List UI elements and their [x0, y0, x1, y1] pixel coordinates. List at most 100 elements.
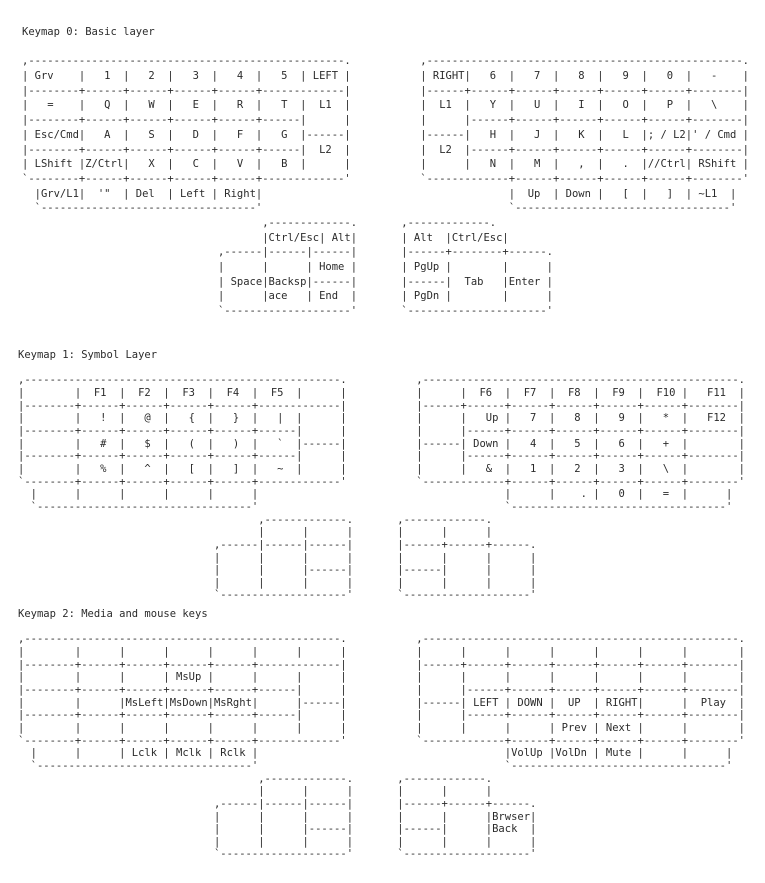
keyboard-left-half-line: |--------+------+------+------+------+--… [22, 114, 351, 127]
keyboard-left-half-line: |--------+------+------+------+------+--… [18, 709, 347, 722]
keyboard-left-half-line: | | % | ^ | [ | ] | ~ | | [18, 462, 347, 475]
keymap-title: Keymap 1: Symbol Layer [18, 349, 158, 361]
keyboard-row: |--------+------+------+------+------+--… [18, 425, 745, 438]
keyboard-left-half-line: ,---------------------------------------… [22, 55, 351, 68]
keyboard-right-half-line: | |------+------+------+------+------+--… [416, 683, 745, 696]
thumb-cluster-row: `--------------------' `-----------------… [18, 848, 536, 861]
keyboard-row: |--------+------+------+------+------+--… [18, 684, 745, 697]
keyboard-left-half-line: |--------+------+------+------+------+--… [22, 143, 351, 156]
thumb-cluster-row: ,------|------|------| |------+--------+-… [22, 245, 553, 260]
keyboard-left-half-line: | Grv | 1 | 2 | 3 | 4 | 5 | LEFT | [22, 70, 351, 83]
thumb-cluster-left-half-line: ,------|------|------| [213, 797, 354, 810]
keyboard-left-half-line: | | ! | @ | { | } | | | | [18, 412, 347, 425]
thumb-cluster-row: `--------------------' `-----------------… [18, 589, 536, 602]
thumb-cluster-row: | | | | | | [18, 785, 492, 798]
keyboard-left-half-line: |--------+------+------+------+------+--… [22, 84, 351, 97]
keyboard-left-half-line: | Esc/Cmd| A | S | D | F | G |------| [22, 128, 351, 141]
keymap-1-section: Keymap 1: Symbol Layer ,-----------------… [18, 349, 745, 602]
spacer [18, 621, 208, 634]
thumb-cluster-left-half-line: ,-------------. [213, 772, 354, 785]
thumb-cluster-left-half-line: | | |------| [213, 823, 354, 836]
keymap-0-section: Keymap 0: Basic layer ,------------------… [22, 25, 749, 319]
thumb-cluster-row: ,------|------|------| |------+------+---… [18, 798, 536, 811]
keyboard-left-half-line: | | # | $ | ( | ) | ` |------| [18, 437, 347, 450]
keyboard-right-half-line: | Up | Down | [ | ] | ~L1 | [420, 187, 737, 200]
keyboard-row: | | | | | | | | . | 0 | = | | [18, 488, 733, 501]
keyboard-right-half-line: | | F6 | F7 | F8 | F9 | F10 | F11 | [416, 386, 745, 399]
keyboard-row: | | |MsLeft|MsDown|MsRght| |------| |----… [18, 697, 745, 710]
keyboard-right-half-line: | L2 |------+------+------+------+------… [420, 143, 749, 156]
keyboard-row: `----------------------------------' `--… [18, 760, 733, 773]
keyboard-left-half-line: `----------------------------------' [22, 202, 263, 215]
thumb-cluster-left-half-line: ,------|------|------| [217, 246, 358, 259]
keyboard-left-half-line: |--------+------+------+------+------+--… [18, 424, 347, 437]
keyboard-right-half-line: `-------------+------+------+------+----… [420, 172, 749, 185]
thumb-cluster-row: | | | | | | | | [18, 577, 536, 590]
keyboard-row: | Grv | 1 | 2 | 3 | 4 | 5 | LEFT | | RIGH… [22, 69, 749, 84]
keyboard-right-half-line: | |------+------+------+------+------+--… [420, 114, 749, 127]
thumb-cluster-row: ,-------------. ,-------------. [22, 216, 496, 231]
keyboard-right-half-line: |------| H | J | K | L |; / L2|' / Cmd | [420, 128, 749, 141]
keyboard-row: `--------+------+------+------+------+--… [18, 476, 745, 489]
thumb-cluster-right-half-line: `----------------------' [401, 305, 553, 318]
keyboard-right-half-line: | | . | 0 | = | | [416, 488, 733, 501]
thumb-cluster-left-half-line: | | |------| [213, 564, 354, 577]
thumb-cluster-left-half-line: `--------------------' [213, 589, 354, 602]
keyboard-right-half-line: |------+------+------+------+------+----… [420, 84, 749, 97]
keyboard-row: | | # | $ | ( | ) | ` |------| |------| D… [18, 438, 745, 451]
thumb-cluster-right-half-line: `--------------------' [397, 848, 537, 861]
thumb-cluster-left-half-line: | | | | [213, 551, 354, 564]
thumb-cluster-row: | | | Home | | PgUp | | | [22, 260, 553, 275]
thumb-cluster-right-half-line: | | | [397, 785, 493, 798]
keyboard-right-half-line: | | Up | 7 | 8 | 9 | * | F12 | [416, 412, 745, 425]
thumb-cluster-row: | | | | | | [18, 526, 492, 539]
thumb-cluster-right-half-line: |------| |Back | [397, 823, 537, 836]
thumb-cluster-right-half-line: | | | | [397, 576, 537, 589]
keyboard-left-half-line: `--------+------+------+------+------+--… [22, 172, 351, 185]
keyboard-row: `--------+------+------+------+------+--… [22, 172, 749, 187]
keyboard-right-half-line: | | | | Prev | Next | | | [416, 721, 745, 734]
keyboard-right-half-line: |------| Down | 4 | 5 | 6 | + | | [416, 437, 745, 450]
keyboard-left-half-line: | | |MsLeft|MsDown|MsRght| |------| [18, 696, 347, 709]
thumb-cluster-right-half-line: |------+------+------. [397, 538, 537, 551]
keyboard-left-half-line: `--------+------+------+------+------+--… [18, 734, 347, 747]
keyboard-right-half-line: `----------------------------------' [416, 500, 733, 513]
keyboard-row: |--------+------+------+------+------+--… [18, 709, 745, 722]
thumb-cluster-row: | | |------| |------| | | [18, 564, 536, 577]
thumb-cluster-left-half-line: | | | [213, 526, 354, 539]
keyboard-left-half-line: |--------+------+------+------+------+--… [18, 450, 347, 463]
keyboard-row: |--------+------+------+------+------+--… [18, 659, 745, 672]
keyboard-right-half-line: |------+------+------+------+------+----… [416, 658, 745, 671]
keyboard-left-half-line: |--------+------+------+------+------+--… [18, 658, 347, 671]
thumb-cluster-left-half-line: ,-------------. [213, 513, 354, 526]
keyboard-row: | | F1 | F2 | F3 | F4 | F5 | | | | F6 | F… [18, 387, 745, 400]
keyboard-row: |--------+------+------+------+------+--… [18, 450, 745, 463]
thumb-cluster-right-half-line: ,-------------. [397, 513, 493, 526]
keyboard-row: |--------+------+------+------+------+--… [18, 400, 745, 413]
keyboard-left-half-line: | | F1 | F2 | F3 | F4 | F5 | | [18, 386, 347, 399]
keyboard-row: `----------------------------------' `--… [22, 201, 737, 216]
spacer [22, 40, 155, 55]
keyboard-right-half-line: |------| LEFT | DOWN | UP | RIGHT| | Pla… [416, 696, 745, 709]
thumb-cluster-left-half-line: | | | | [213, 810, 354, 823]
keyboard-row: ,---------------------------------------… [22, 54, 749, 69]
keyboard-row: |--------+------+------+------+------+--… [22, 113, 749, 128]
thumb-cluster-left-half-line: | | | Home | [217, 261, 358, 273]
thumb-cluster-row: | | | | | | | | [18, 836, 536, 849]
keyboard-left-half-line: |--------+------+------+------+------+--… [18, 683, 347, 696]
keyboard-right-half-line: | L1 | Y | U | I | O | P | \ | [420, 99, 749, 112]
thumb-cluster-right-half-line: | | | | [397, 551, 537, 564]
keyboard-left-half-line: |--------+------+------+------+------+--… [18, 399, 347, 412]
thumb-cluster-left-half-line: ,-------------. [217, 216, 358, 229]
keyboard-row: |--------+------+------+------+------+--… [22, 84, 749, 99]
thumb-cluster-left-half-line: `--------------------' [217, 305, 358, 318]
keyboard-right-half-line: |------+------+------+------+------+----… [416, 399, 745, 412]
keyboard-row: `--------+------+------+------+------+--… [18, 735, 745, 748]
thumb-cluster-right-half-line: ,-------------. [397, 772, 493, 785]
thumb-cluster-row: | | | | | | |Brwser| [18, 811, 536, 824]
keyboard-row: |Grv/L1| '" | Del | Left | Right| | Up |… [22, 187, 737, 202]
keyboard-row: ,---------------------------------------… [18, 633, 745, 646]
thumb-cluster-right-half-line: | | | | [397, 835, 537, 848]
keyboard-left-half-line: `--------+------+------+------+------+--… [18, 475, 347, 488]
thumb-cluster-right-half-line: | PgDn | | | [401, 290, 553, 303]
